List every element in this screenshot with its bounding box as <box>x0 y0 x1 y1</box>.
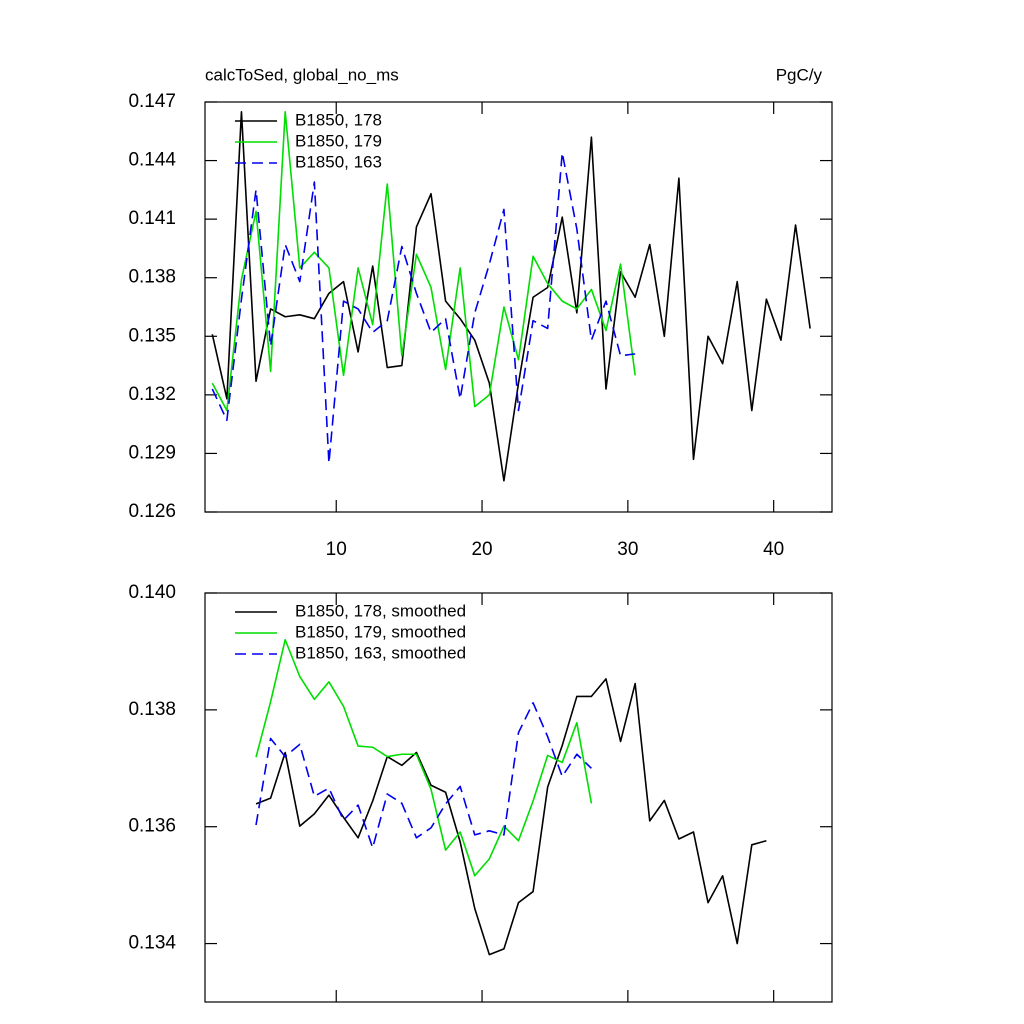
x-tick-label: 30 <box>617 539 638 560</box>
legend-label: B1850, 163 <box>295 152 382 171</box>
y-tick-label: 0.141 <box>128 208 176 229</box>
series-line <box>255 702 592 849</box>
x-tick-label: 40 <box>763 539 784 560</box>
y-tick-label: 0.132 <box>128 384 176 405</box>
legend-label: B1850, 178 <box>295 110 382 129</box>
plot-frame <box>204 101 833 513</box>
y-tick-label: 0.140 <box>128 582 176 603</box>
x-tick-label: 10 <box>326 539 347 560</box>
legend-label: B1850, 163, smoothed <box>295 643 466 662</box>
series-line <box>211 110 636 412</box>
legend-label: B1850, 179 <box>295 131 382 150</box>
y-tick-label: 0.136 <box>128 816 176 837</box>
y-tick-label: 0.138 <box>128 267 176 288</box>
units-label: PgC/y <box>776 65 823 84</box>
y-tick-label: 0.144 <box>128 150 176 171</box>
legend-label: B1850, 178, smoothed <box>295 601 466 620</box>
series-line <box>211 151 636 464</box>
x-tick-label: 20 <box>471 539 492 560</box>
y-tick-label: 0.129 <box>128 442 176 463</box>
legend-label: B1850, 179, smoothed <box>295 622 466 641</box>
chart-title: calcToSed, global_no_ms <box>205 65 399 84</box>
y-tick-label: 0.134 <box>128 933 176 954</box>
plot-frame <box>204 592 833 1003</box>
y-tick-label: 0.126 <box>128 501 176 522</box>
y-tick-label: 0.147 <box>128 91 176 112</box>
y-tick-label: 0.135 <box>128 325 176 346</box>
series-line <box>211 110 811 482</box>
y-tick-label: 0.138 <box>128 699 176 720</box>
series-line <box>255 638 593 877</box>
